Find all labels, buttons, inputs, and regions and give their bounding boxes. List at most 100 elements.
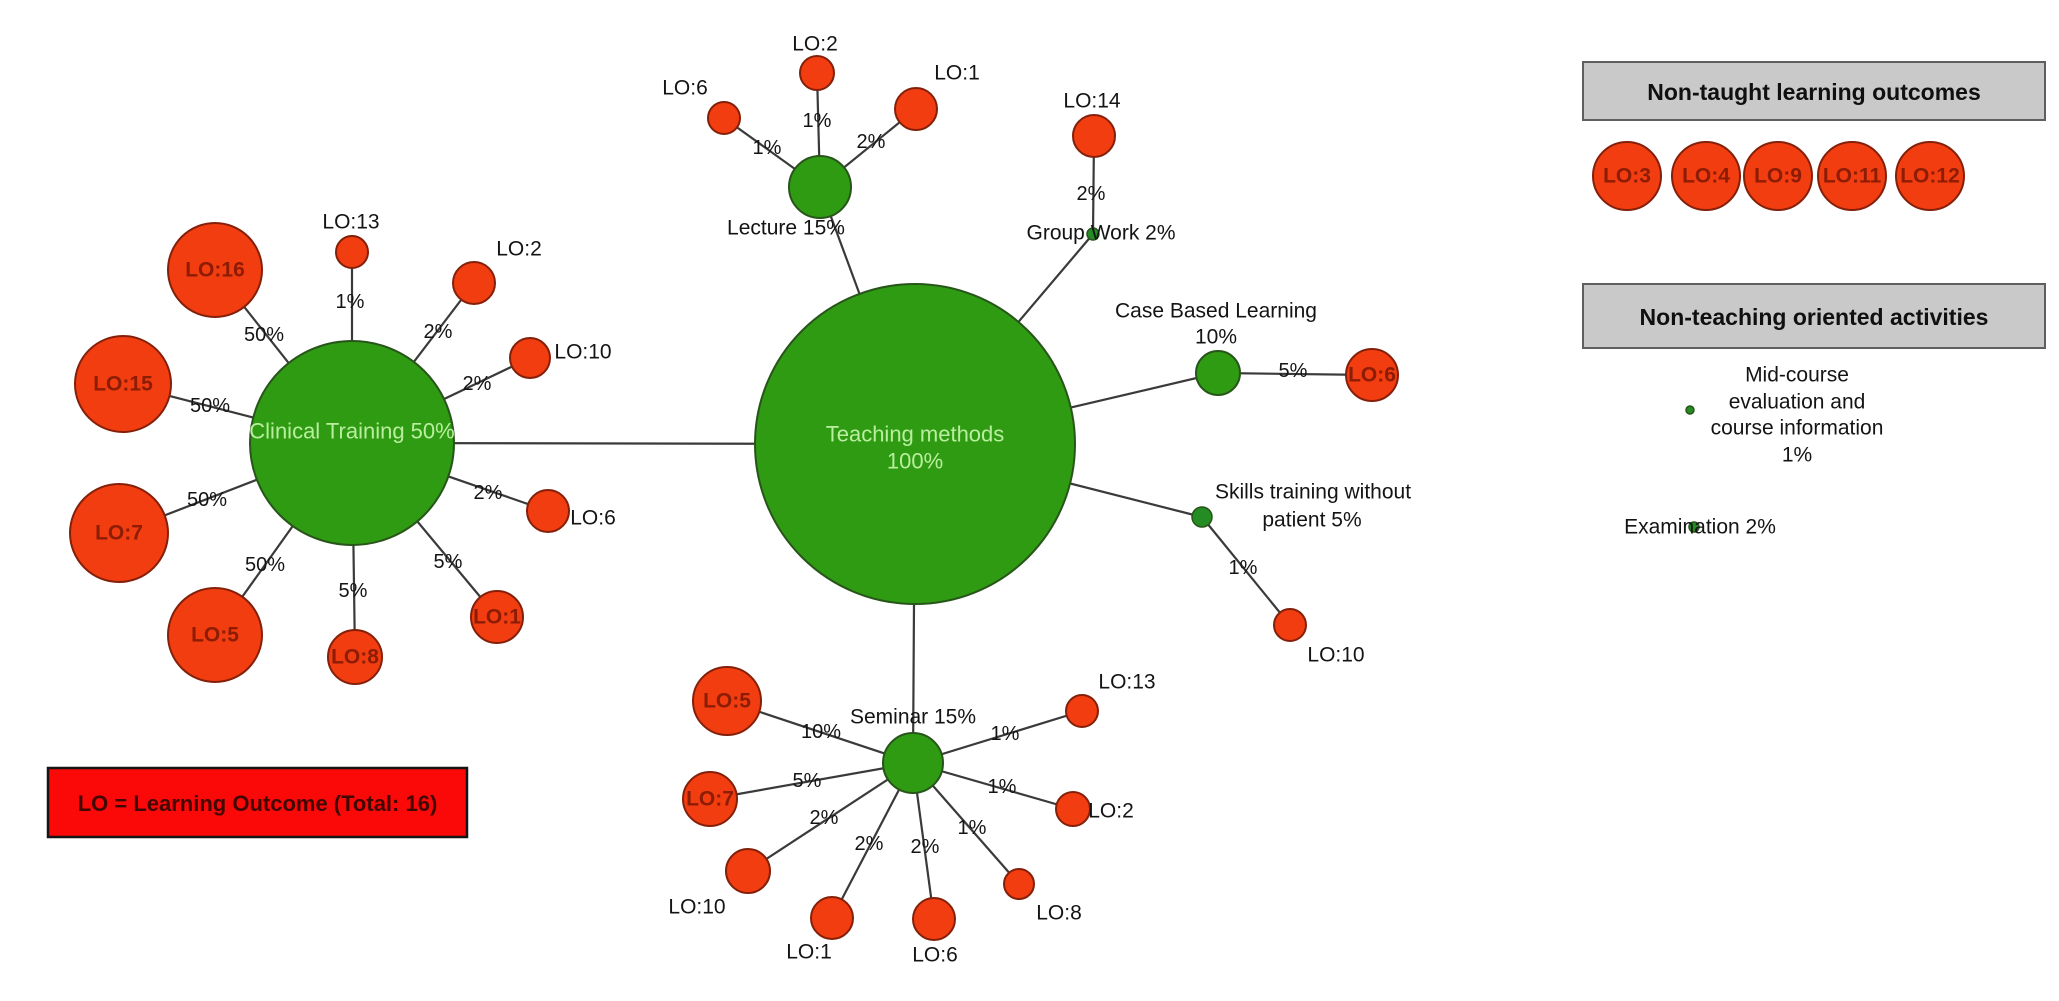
lo-node-lec-lo6 xyxy=(707,101,741,135)
percent-label-lec-lo6: 1% xyxy=(753,137,782,159)
lo-label-non-taught-lo11: LO:11 xyxy=(1823,165,1882,188)
lo-label-sem-lo6: LO:6 xyxy=(912,944,958,967)
hub-label-case-based-learning-1: 10% xyxy=(1195,326,1237,349)
lo-node-sem-lo5 xyxy=(692,666,762,736)
lo-node-sem-lo7 xyxy=(682,771,738,827)
lo-node-ct-lo8 xyxy=(327,629,383,685)
lo-label-lec-lo2: LO:2 xyxy=(792,33,838,56)
activity-dot-mid-course-evaluation xyxy=(1685,405,1695,415)
percent-label-sem-lo1: 2% xyxy=(855,833,884,855)
lo-node-sem-lo6 xyxy=(912,897,956,941)
panel-title-non-taught: Non-taught learning outcomes xyxy=(1647,79,1981,105)
lo-label-non-taught-lo12: LO:12 xyxy=(1900,165,1960,188)
percent-label-sem-lo7: 5% xyxy=(793,770,822,792)
lo-label-sem-lo2: LO:2 xyxy=(1088,800,1134,823)
hub-label-case-based-learning-0: Case Based Learning xyxy=(1115,300,1317,323)
hub-label-teaching-methods-1: 100% xyxy=(887,449,943,474)
lo-label-cbl-lo6: LO:6 xyxy=(1348,364,1396,387)
hub-node-group-work xyxy=(1086,227,1100,241)
nodes-layer xyxy=(46,55,2046,941)
edge-skills-training--st-lo10 xyxy=(1201,516,1291,626)
hub-label-skills-training-0: Skills training without xyxy=(1215,481,1411,504)
lo-label-ct-lo7: LO:7 xyxy=(95,522,143,545)
labels-layer: LO:16 50% LO:13 1% LO:2 2% LO:10 2% LO:15 50% LO:6… xyxy=(78,33,1989,967)
activity-label-mid-course-evaluation-3: 1% xyxy=(1782,444,1812,467)
lo-node-st-lo10 xyxy=(1273,608,1307,642)
lo-node-lec-lo1 xyxy=(894,87,938,131)
lo-node-ct-lo6 xyxy=(526,489,570,533)
percent-label-ct-lo5: 50% xyxy=(245,554,285,576)
hub-node-clinical-training xyxy=(249,340,455,546)
lo-node-sem-lo8 xyxy=(1003,868,1035,900)
hub-label-skills-training-1: patient 5% xyxy=(1262,509,1361,532)
lo-label-non-taught-lo9: LO:9 xyxy=(1754,165,1802,188)
legend-box xyxy=(46,766,469,839)
lo-node-cbl-lo6 xyxy=(1345,348,1399,402)
hub-node-lecture xyxy=(788,155,852,219)
lo-node-lec-lo2 xyxy=(799,55,835,91)
percent-label-ct-lo16: 50% xyxy=(244,324,284,346)
lo-node-non-taught-lo11 xyxy=(1817,141,1887,211)
hub-label-group-work-0: Group Work 2% xyxy=(1027,222,1176,245)
percent-label-sem-lo5: 10% xyxy=(801,721,841,743)
lo-label-ct-lo10: LO:10 xyxy=(554,341,611,364)
hub-label-clinical-training-0: Clinical Training 50% xyxy=(249,419,454,444)
percent-label-sem-lo2: 1% xyxy=(988,776,1017,798)
lo-label-ct-lo15: LO:15 xyxy=(93,373,153,396)
percent-label-lec-lo1: 2% xyxy=(857,131,886,153)
percent-label-sem-lo8: 1% xyxy=(958,817,987,839)
panel-title-non-teaching: Non-teaching oriented activities xyxy=(1640,304,1989,330)
lo-node-non-taught-lo9 xyxy=(1743,141,1813,211)
lo-label-ct-lo1: LO:1 xyxy=(473,606,521,629)
lo-node-ct-lo2 xyxy=(452,261,496,305)
lo-node-sem-lo13 xyxy=(1065,694,1099,728)
lo-label-ct-lo16: LO:16 xyxy=(185,259,245,282)
activity-label-mid-course-evaluation-2: course information xyxy=(1711,417,1884,440)
lo-node-ct-lo5 xyxy=(167,587,263,683)
lo-node-sem-lo2 xyxy=(1055,791,1091,827)
percent-label-gw-lo14: 2% xyxy=(1077,183,1106,205)
hub-label-teaching-methods-0: Teaching methods xyxy=(826,422,1005,447)
percent-label-st-lo10: 1% xyxy=(1229,557,1258,579)
lo-label-lec-lo6: LO:6 xyxy=(662,77,708,100)
lo-node-ct-lo10 xyxy=(509,337,551,379)
panel-header-box-non-taught xyxy=(1582,61,2046,121)
lo-node-sem-lo1 xyxy=(810,896,854,940)
lo-label-ct-lo8: LO:8 xyxy=(331,646,379,669)
lo-node-gw-lo14 xyxy=(1072,114,1116,158)
percent-label-ct-lo6: 2% xyxy=(474,482,503,504)
lo-label-ct-lo13: LO:13 xyxy=(322,211,379,234)
hub-node-seminar xyxy=(882,732,944,794)
lo-label-sem-lo7: LO:7 xyxy=(686,788,734,811)
hub-label-seminar-0: Seminar 15% xyxy=(850,706,976,729)
activity-dot-examination xyxy=(1688,521,1700,533)
panel-header-box-non-teaching xyxy=(1582,283,2046,349)
activity-label-mid-course-evaluation-0: Mid-course xyxy=(1745,364,1849,387)
hub-node-teaching-methods xyxy=(754,283,1076,605)
percent-label-ct-lo13: 1% xyxy=(336,291,365,313)
percent-label-ct-lo8: 5% xyxy=(339,580,368,602)
lo-node-ct-lo16 xyxy=(167,222,263,318)
lo-label-sem-lo5: LO:5 xyxy=(703,690,751,713)
percent-label-ct-lo7: 50% xyxy=(187,489,227,511)
activity-label-mid-course-evaluation-1: evaluation and xyxy=(1729,391,1866,414)
lo-label-ct-lo5: LO:5 xyxy=(191,624,239,647)
hub-label-lecture-0: Lecture 15% xyxy=(727,217,845,240)
lo-label-sem-lo13: LO:13 xyxy=(1098,671,1155,694)
percent-label-ct-lo15: 50% xyxy=(190,395,230,417)
hub-node-skills-training xyxy=(1191,506,1213,528)
lo-label-sem-lo8: LO:8 xyxy=(1036,902,1082,925)
edge-seminar--sem-lo10 xyxy=(747,762,914,872)
hub-node-case-based-learning xyxy=(1195,350,1241,396)
lo-label-ct-lo6: LO:6 xyxy=(570,507,616,530)
percent-label-sem-lo13: 1% xyxy=(991,723,1020,745)
lo-node-sem-lo10 xyxy=(725,848,771,894)
percent-label-ct-lo1: 5% xyxy=(434,551,463,573)
lo-node-ct-lo15 xyxy=(74,335,172,433)
lo-node-ct-lo1 xyxy=(470,590,524,644)
percent-label-ct-lo10: 2% xyxy=(463,373,492,395)
percent-label-sem-lo10: 2% xyxy=(810,807,839,829)
lo-label-st-lo10: LO:10 xyxy=(1307,644,1364,667)
